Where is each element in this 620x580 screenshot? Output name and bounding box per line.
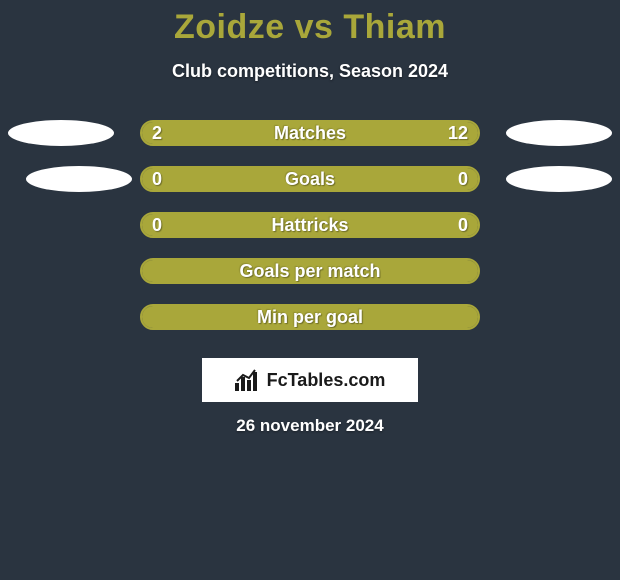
stat-value-left: 0 — [140, 166, 174, 192]
comparison-infographic: Zoidze vs Thiam Club competitions, Seaso… — [0, 0, 620, 580]
brand-badge: FcTables.com — [202, 358, 418, 402]
stat-row: Goals0 0 — [0, 166, 620, 212]
stat-value-right: 12 — [436, 120, 480, 146]
stat-bar-left-fill — [142, 260, 478, 282]
page-subtitle: Club competitions, Season 2024 — [0, 61, 620, 82]
bars-logo-icon — [235, 369, 261, 391]
stat-bar: Goals per match — [140, 258, 480, 284]
page-title: Zoidze vs Thiam — [0, 0, 620, 47]
footer-date: 26 november 2024 — [0, 416, 620, 436]
stat-rows: Matches212Goals00Hattricks00Goals per ma… — [0, 120, 620, 350]
stat-value-left: 0 — [140, 212, 174, 238]
stat-bar-left-fill — [142, 306, 478, 328]
stat-bar: Matches — [140, 120, 480, 146]
stat-bar-left-fill — [142, 168, 478, 190]
brand-text: FcTables.com — [267, 370, 386, 391]
stat-bar: Hattricks — [140, 212, 480, 238]
stat-bar-right-fill — [189, 122, 478, 144]
player-ellipse-left — [8, 120, 114, 146]
stat-row: Matches2 12 — [0, 120, 620, 166]
stat-value-right: 0 — [446, 166, 480, 192]
stat-bar: Min per goal — [140, 304, 480, 330]
stat-value-right: 0 — [446, 212, 480, 238]
stat-bar-left-fill — [142, 214, 478, 236]
player-ellipse-right — [506, 120, 612, 146]
stat-bar: Goals — [140, 166, 480, 192]
stat-row: Goals per match — [0, 258, 620, 304]
stat-row: Hattricks0 0 — [0, 212, 620, 258]
player-ellipse-right — [506, 166, 612, 192]
stat-row: Min per goal — [0, 304, 620, 350]
player-ellipse-left — [26, 166, 132, 192]
stat-value-left: 2 — [140, 120, 174, 146]
